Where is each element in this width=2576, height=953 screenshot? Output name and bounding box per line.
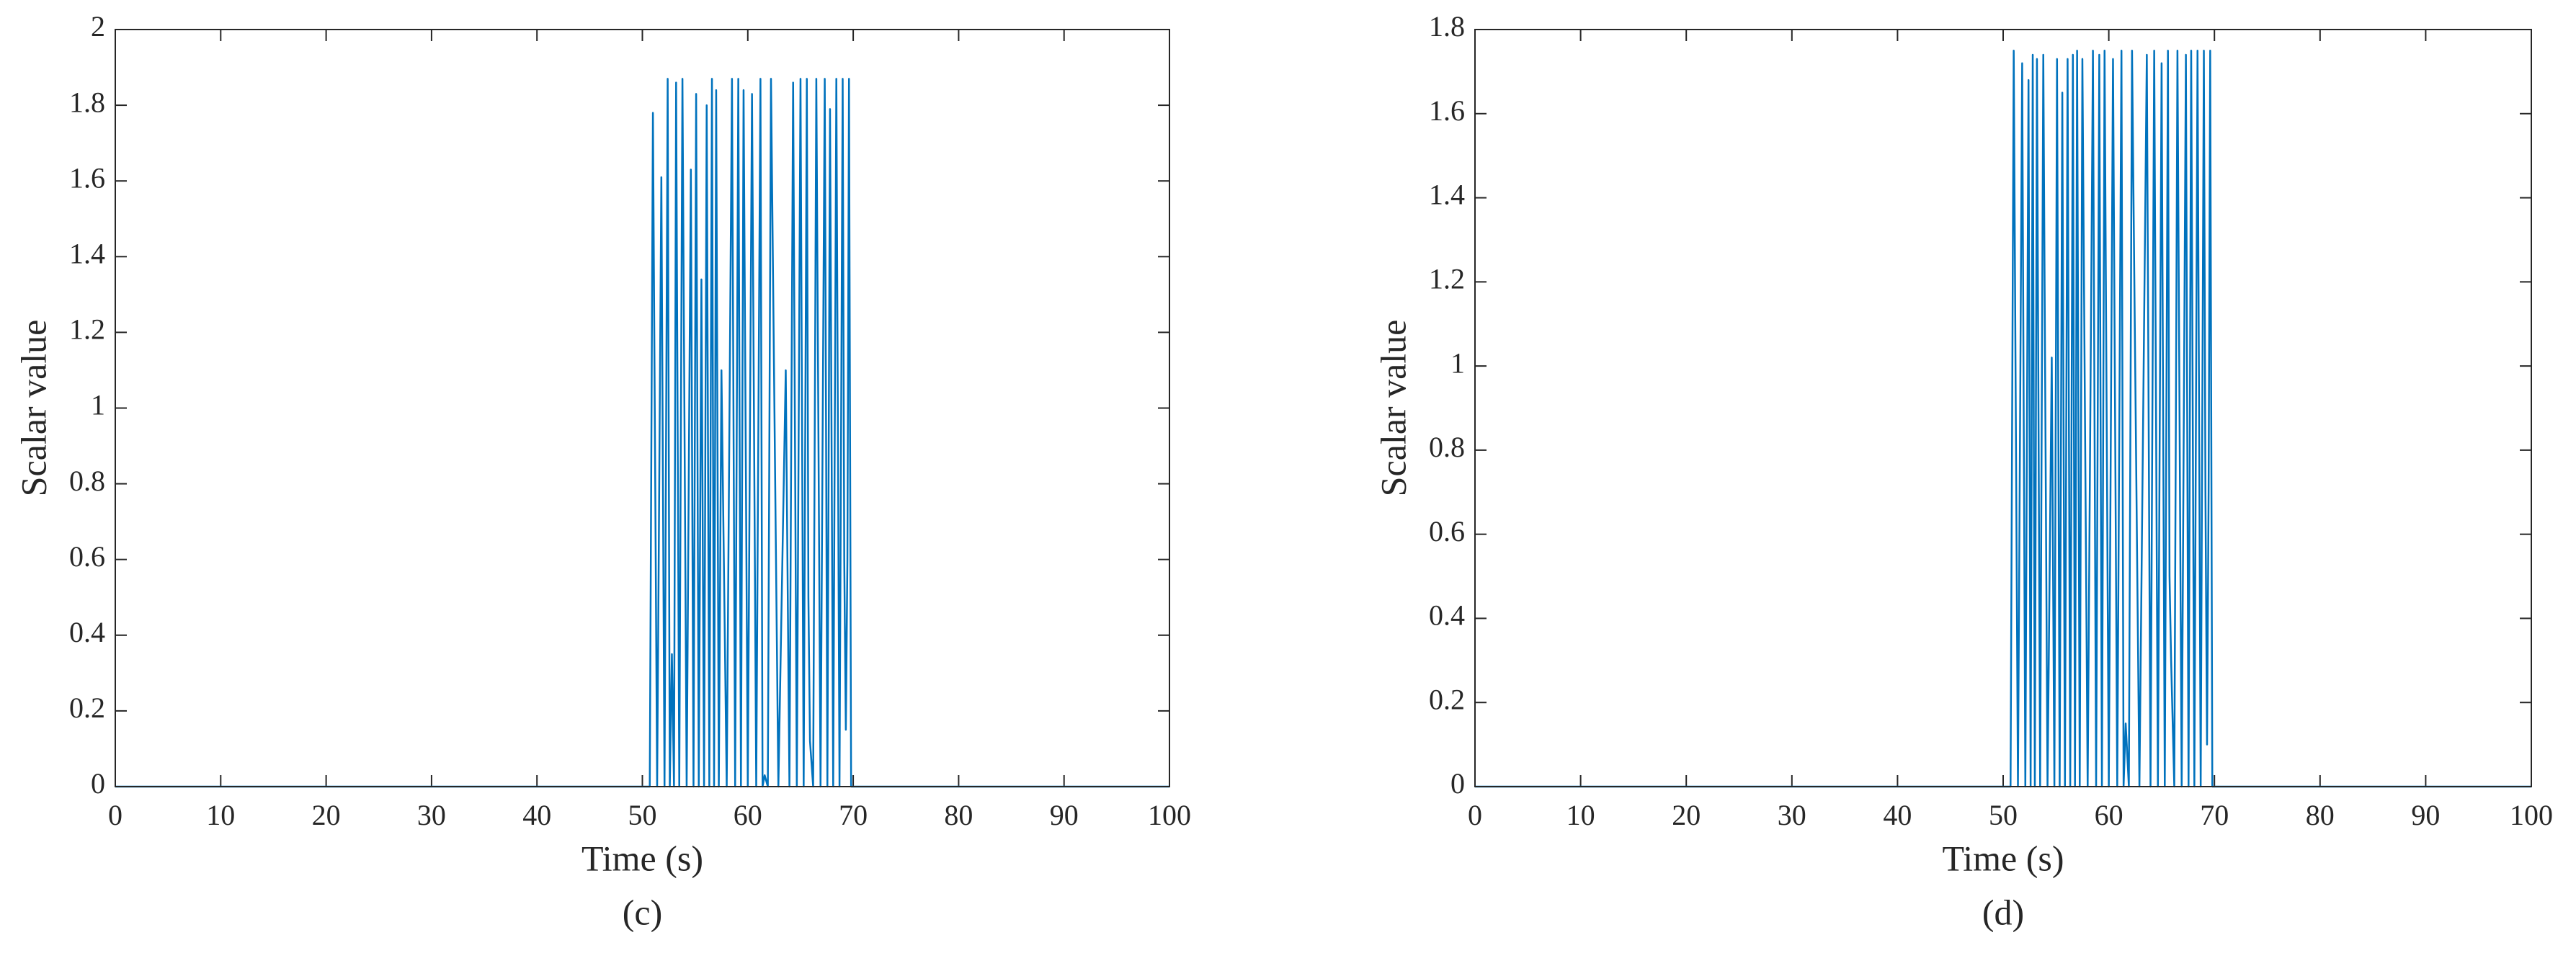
x-tick-label: 100 <box>2510 799 2553 831</box>
y-tick-label: 0.6 <box>69 540 105 573</box>
y-axis-label: Scalar value <box>1373 320 1413 497</box>
x-tick-label: 80 <box>2306 799 2335 831</box>
axes-box <box>1474 29 2532 787</box>
x-tick-label: 100 <box>1148 799 1191 831</box>
y-tick-label: 0 <box>91 767 105 800</box>
y-tick-label: 1.4 <box>69 237 105 269</box>
y-tick-label: 1.8 <box>69 86 105 118</box>
y-axis-label: Scalar value <box>13 320 53 497</box>
y-tick-label: 1.6 <box>69 161 105 194</box>
x-tick-label: 70 <box>2200 799 2229 831</box>
caption: (d) <box>1982 892 2024 932</box>
data-line <box>1475 49 2531 788</box>
y-tick-label: 0.4 <box>1429 599 1465 632</box>
y-tick-label: 1 <box>91 389 105 421</box>
x-tick-label: 90 <box>1050 799 1079 831</box>
x-axis-label: Time (s) <box>581 838 703 878</box>
y-tick-label: 1.6 <box>1429 94 1465 127</box>
y-tick-label: 1.4 <box>1429 179 1465 211</box>
x-tick-label: 10 <box>206 799 235 831</box>
x-tick-label: 20 <box>1672 799 1701 831</box>
y-tick-label: 2 <box>91 10 105 42</box>
y-tick-label: 0.6 <box>1429 515 1465 547</box>
x-axis-label: Time (s) <box>1942 838 2064 878</box>
y-tick-label: 0.2 <box>1429 683 1465 715</box>
x-tick-label: 70 <box>839 799 868 831</box>
y-tick-label: 0 <box>1450 767 1465 800</box>
y-tick-label: 1.2 <box>69 313 105 346</box>
axes-box <box>115 29 1170 787</box>
x-tick-label: 10 <box>1566 799 1595 831</box>
y-tick-label: 1.2 <box>1429 263 1465 295</box>
x-tick-label: 20 <box>312 799 341 831</box>
x-tick-label: 60 <box>2095 799 2123 831</box>
x-tick-label: 50 <box>628 799 657 831</box>
x-tick-label: 50 <box>1989 799 2018 831</box>
x-tick-label: 40 <box>1883 799 1912 831</box>
x-tick-label: 60 <box>734 799 762 831</box>
x-tick-label: 40 <box>522 799 551 831</box>
data-line <box>115 78 1169 788</box>
x-tick-label: 0 <box>108 799 122 831</box>
y-tick-label: 1 <box>1450 346 1465 379</box>
y-tick-label: 0.4 <box>69 616 105 648</box>
x-tick-label: 90 <box>2411 799 2440 831</box>
x-tick-label: 30 <box>1778 799 1806 831</box>
caption: (c) <box>623 892 663 932</box>
y-tick-label: 0.8 <box>69 465 105 497</box>
x-tick-label: 80 <box>944 799 973 831</box>
y-tick-label: 1.8 <box>1429 10 1465 42</box>
y-tick-label: 0.2 <box>69 692 105 724</box>
y-tick-label: 0.8 <box>1429 431 1465 463</box>
x-tick-label: 0 <box>1468 799 1482 831</box>
x-tick-label: 30 <box>417 799 446 831</box>
